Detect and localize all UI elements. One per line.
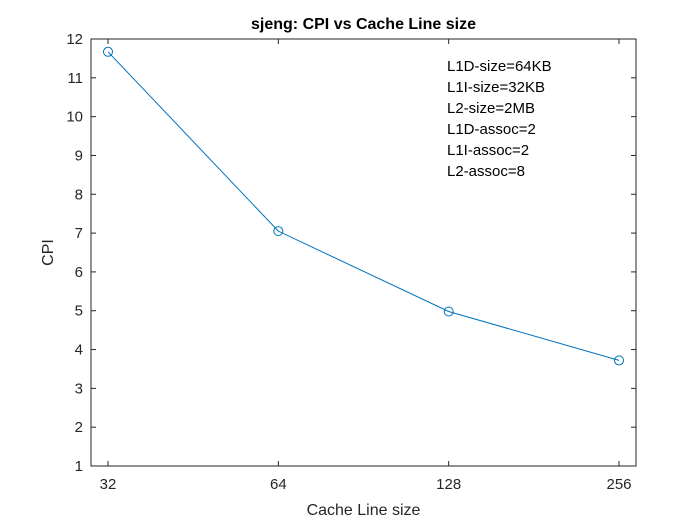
x-tick-label: 32 — [100, 476, 117, 493]
annotation-line: L1D-size=64KB — [447, 58, 552, 75]
x-axis: 32 64 128 256 — [100, 39, 632, 493]
data-point — [614, 355, 624, 366]
annotation-line: L2-assoc=8 — [447, 163, 525, 180]
plot-area — [90, 38, 637, 467]
y-tick-label: 10 — [66, 109, 83, 126]
y-tick-label: 5 — [75, 303, 83, 320]
y-tick-label: 3 — [75, 380, 83, 397]
series-markers — [103, 46, 624, 366]
y-tick-label: 8 — [75, 186, 83, 203]
data-point — [103, 46, 113, 57]
y-tick-label: 4 — [75, 342, 83, 359]
annotation-block: L1D-size=64KB L1I-size=32KB L2-size=2MB L1D… — [447, 58, 552, 180]
data-point — [273, 226, 284, 237]
annotation-line: L1I-size=32KB — [447, 79, 545, 96]
chart-title: sjeng: CPI vs Cache Line size — [251, 16, 476, 33]
annotation-line: L2-size=2MB — [447, 100, 535, 117]
x-tick-label: 128 — [436, 476, 461, 493]
y-tick-label: 6 — [75, 264, 83, 281]
annotation-line: L1I-assoc=2 — [447, 142, 529, 159]
y-tick-label: 12 — [66, 31, 83, 48]
y-tick-label: 11 — [67, 70, 83, 87]
y-tick-label: 2 — [75, 419, 83, 436]
x-tick-label: 256 — [606, 476, 631, 493]
y-axis-label: CPI — [40, 239, 57, 266]
y-tick-label: 1 — [75, 458, 83, 475]
series-line — [107, 51, 620, 361]
x-axis-label: Cache Line size — [307, 502, 421, 519]
y-tick-label: 9 — [75, 147, 83, 164]
y-tick-label: 7 — [75, 225, 83, 242]
x-tick-label: 64 — [270, 476, 287, 493]
data-point — [443, 306, 454, 317]
annotation-line: L1D-assoc=2 — [447, 121, 536, 138]
